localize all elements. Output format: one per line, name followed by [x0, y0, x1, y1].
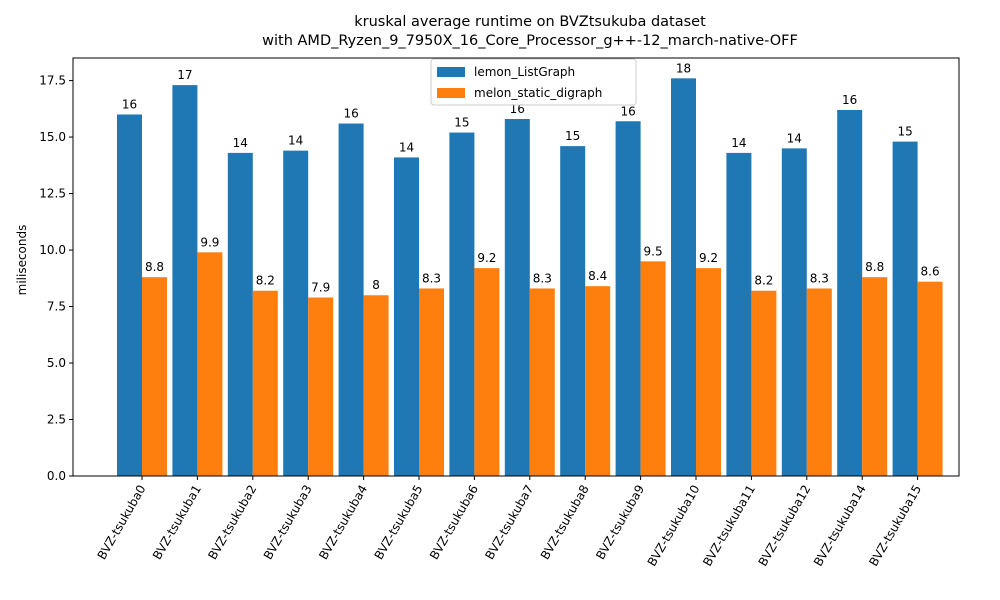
plot-frame — [72, 57, 960, 477]
data-label: 16 — [620, 104, 635, 118]
bar-lemon_ListGraph-BVZ-tsukuba6 — [449, 132, 475, 476]
chart-subtitle: with AMD_Ryzen_9_7950X_16_Core_Processor… — [262, 33, 798, 49]
data-label: 7.9 — [311, 281, 330, 295]
bar-lemon_ListGraph-BVZ-tsukuba10 — [671, 78, 696, 476]
data-label: 16 — [343, 107, 358, 121]
bar-lemon_ListGraph-BVZ-tsukuba9 — [615, 121, 641, 476]
bar-melon_static_digraph-BVZ-tsukuba9 — [640, 261, 666, 476]
bar-lemon_ListGraph-BVZ-tsukuba1 — [172, 85, 198, 476]
data-label: 8.3 — [533, 271, 552, 285]
data-label: 16 — [510, 102, 525, 116]
data-label: 16 — [842, 93, 857, 107]
data-label: 8.3 — [810, 271, 829, 285]
bar-melon_static_digraph-BVZ-tsukuba4 — [363, 295, 389, 476]
bar-melon_static_digraph-BVZ-tsukuba3 — [308, 297, 334, 476]
bars-group — [117, 78, 943, 477]
x-tick-label: BVZ-tsukuba14 — [811, 483, 869, 569]
x-tick-label: BVZ-tsukuba8 — [538, 483, 592, 563]
x-tick-label: BVZ-tsukuba4 — [316, 483, 370, 563]
bar-melon_static_digraph-BVZ-tsukuba6 — [474, 268, 500, 476]
legend-label: lemon_ListGraph — [474, 65, 575, 79]
chart-title: kruskal average runtime on BVZtsukuba da… — [354, 14, 706, 30]
bar-lemon_ListGraph-BVZ-tsukuba11 — [726, 152, 752, 477]
x-tick-label: BVZ-tsukuba5 — [372, 483, 426, 563]
y-tick-label: 0.0 — [47, 469, 66, 483]
legend-box — [430, 58, 637, 106]
y-tick-label: 5.0 — [47, 356, 66, 370]
bar-melon_static_digraph-BVZ-tsukuba1 — [197, 252, 223, 476]
bar-melon_static_digraph-BVZ-tsukuba15 — [917, 281, 943, 476]
data-label: 8.4 — [588, 269, 607, 283]
x-tick-label: BVZ-tsukuba7 — [482, 483, 536, 563]
data-label: 16 — [122, 97, 137, 111]
bar-lemon_ListGraph-BVZ-tsukuba15 — [892, 141, 918, 476]
data-label: 14 — [731, 136, 746, 150]
x-tick-label: BVZ-tsukuba1 — [150, 483, 204, 563]
bar-melon_static_digraph-BVZ-tsukuba11 — [751, 290, 777, 476]
legend-swatch — [437, 67, 465, 77]
data-label: 18 — [676, 61, 691, 75]
bar-melon_static_digraph-BVZ-tsukuba12 — [806, 288, 832, 476]
x-tick-label: BVZ-tsukuba11 — [700, 483, 758, 569]
data-label: 14 — [787, 131, 802, 145]
x-tick-label: BVZ-tsukuba12 — [756, 483, 814, 569]
data-label: 15 — [565, 129, 580, 143]
data-label: 9.2 — [477, 251, 496, 265]
x-tick-label: BVZ-tsukuba10 — [645, 483, 703, 569]
bar-lemon_ListGraph-BVZ-tsukuba14 — [837, 109, 863, 477]
y-tick-label: 10.0 — [39, 243, 66, 257]
data-label: 8.8 — [145, 260, 164, 274]
y-tick-label: 15.0 — [39, 130, 66, 144]
data-label: 8 — [372, 278, 380, 292]
bar-lemon_ListGraph-BVZ-tsukuba8 — [560, 146, 586, 477]
data-label: 15 — [454, 116, 469, 130]
x-tick-label: BVZ-tsukuba2 — [205, 483, 259, 563]
data-label: 8.8 — [865, 260, 884, 274]
bar-melon_static_digraph-BVZ-tsukuba8 — [585, 286, 611, 476]
x-tick-label: BVZ-tsukuba6 — [427, 483, 481, 563]
y-tick-label: 2.5 — [47, 413, 66, 427]
y-axis: 0.0 2.5 5.0 7.5 10.0 12.5 15.0 17.5 — [39, 74, 73, 483]
data-label: 9.5 — [644, 244, 663, 258]
y-axis-label: miliseconds — [15, 225, 29, 296]
x-tick-label: BVZ-tsukuba15 — [866, 483, 924, 569]
bar-lemon_ListGraph-BVZ-tsukuba5 — [394, 157, 419, 477]
y-tick-label: 12.5 — [39, 187, 66, 201]
x-tick-label: BVZ-tsukuba9 — [593, 483, 647, 563]
bar-melon_static_digraph-BVZ-tsukuba5 — [419, 288, 444, 476]
bar-lemon_ListGraph-BVZ-tsukuba3 — [283, 150, 309, 477]
bar-melon_static_digraph-BVZ-tsukuba0 — [142, 277, 167, 476]
y-tick-label: 7.5 — [47, 300, 66, 314]
data-label: 14 — [233, 136, 248, 150]
bar-lemon_ListGraph-BVZ-tsukuba2 — [227, 152, 253, 477]
bar-melon_static_digraph-BVZ-tsukuba2 — [252, 290, 278, 476]
y-tick-label: 17.5 — [39, 74, 66, 88]
x-tick-label: BVZ-tsukuba3 — [261, 483, 315, 563]
data-labels-group: 16 17 14 14 16 14 15 16 15 16 18 14 14 16 15 8.8 9.9 8.2 7… — [122, 61, 940, 294]
data-label: 14 — [288, 134, 303, 148]
legend-label: melon_static_digraph — [474, 86, 602, 100]
bar-lemon_ListGraph-BVZ-tsukuba4 — [338, 123, 364, 476]
bar-lemon_ListGraph-BVZ-tsukuba12 — [781, 148, 807, 477]
legend: lemon_ListGraph melon_static_digraph — [430, 58, 637, 106]
bar-melon_static_digraph-BVZ-tsukuba10 — [696, 268, 721, 476]
data-label: 14 — [399, 140, 414, 154]
x-axis: BVZ-tsukuba0 BVZ-tsukuba1 BVZ-tsukuba2 BVZ-… — [95, 476, 924, 569]
data-label: 8.6 — [921, 265, 940, 279]
data-label: 9.9 — [200, 235, 219, 249]
data-label: 8.2 — [256, 274, 275, 288]
bar-lemon_ListGraph-BVZ-tsukuba7 — [504, 119, 530, 476]
data-label: 15 — [897, 125, 912, 139]
bar-melon_static_digraph-BVZ-tsukuba7 — [529, 288, 555, 476]
data-label: 17 — [177, 68, 192, 82]
bar-melon_static_digraph-BVZ-tsukuba14 — [862, 277, 888, 476]
legend-swatch — [437, 88, 465, 98]
data-label: 8.2 — [754, 274, 773, 288]
data-label: 8.3 — [422, 271, 441, 285]
x-tick-label: BVZ-tsukuba0 — [95, 483, 149, 563]
data-label: 9.2 — [699, 251, 718, 265]
bar-lemon_ListGraph-BVZ-tsukuba0 — [117, 114, 142, 477]
